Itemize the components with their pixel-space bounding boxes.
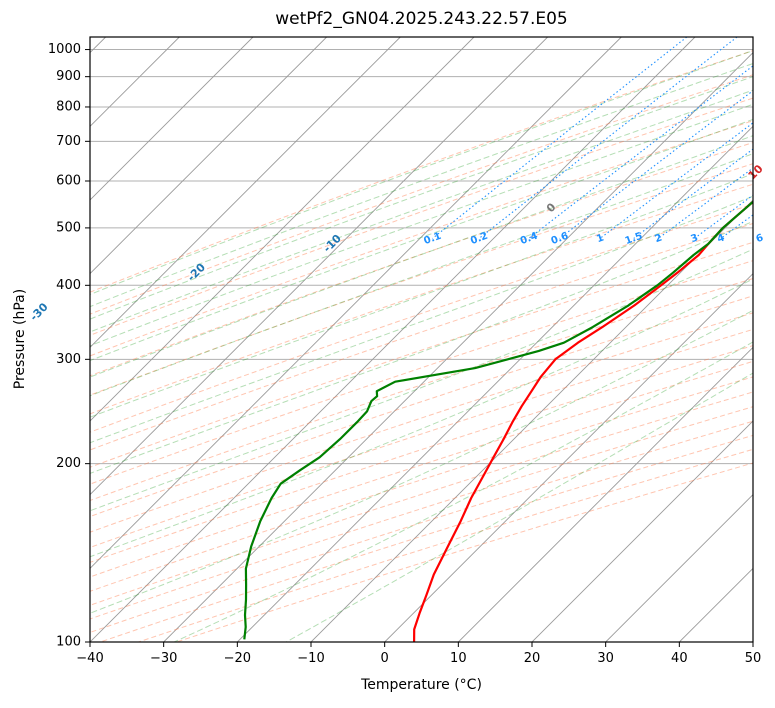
mixing-ratio-label: 1.5 xyxy=(624,231,644,247)
dry-adiabat-label: -20 xyxy=(185,261,208,284)
moist-adiabat-line xyxy=(90,50,753,296)
dry-adiabat-line xyxy=(90,376,753,592)
mixing-ratio-line xyxy=(559,90,753,239)
isotherm-line xyxy=(90,37,401,348)
isotherm-line xyxy=(384,273,753,642)
y-axis-label: Pressure (hPa) xyxy=(12,288,28,390)
dry-adiabat-line xyxy=(90,406,753,620)
mixing-ratio-line xyxy=(658,167,753,239)
dry-adiabat-line xyxy=(90,295,753,518)
dry-adiabat-line xyxy=(100,434,753,642)
x-tick-label: 10 xyxy=(450,651,467,666)
mixing-ratio-label: 0.2 xyxy=(469,231,489,247)
moist-adiabat-label: 10 xyxy=(746,162,766,182)
x-tick-label: 20 xyxy=(524,651,541,666)
dry-adiabat-line xyxy=(90,141,753,377)
mixing-ratio-label: 6 xyxy=(755,233,765,246)
isotherm-line xyxy=(90,37,622,569)
dry-adiabat-label: -30 xyxy=(27,300,50,323)
x-tick-label: 40 xyxy=(671,651,688,666)
isotherm-line xyxy=(752,641,753,642)
dry-adiabat-line xyxy=(90,260,753,485)
mixing-ratio-line xyxy=(720,214,753,239)
isotherm-line xyxy=(679,567,753,642)
dry-adiabat-line xyxy=(90,360,753,578)
isotherm-line xyxy=(237,125,753,642)
y-tick-label: 500 xyxy=(56,220,81,235)
isotherm-line xyxy=(90,37,327,275)
mixing-ratio-line xyxy=(432,37,688,239)
mixing-ratio-line xyxy=(478,37,738,239)
moist-adiabat-line xyxy=(90,153,753,397)
moist-adiabat-line xyxy=(90,173,753,418)
dry-adiabat-line xyxy=(90,97,753,336)
moist-adiabat-line xyxy=(90,220,753,474)
mixing-ratio-line xyxy=(760,37,775,238)
y-tick-label: 900 xyxy=(56,69,81,84)
isotherm-line xyxy=(310,199,753,642)
isotherm-line xyxy=(90,37,254,201)
mixing-ratio-label: 3 xyxy=(689,232,699,245)
y-tick-label: 600 xyxy=(56,173,81,188)
dry-adiabat-line xyxy=(90,50,753,293)
plot-area xyxy=(90,37,775,642)
dry-adiabat-line xyxy=(90,203,753,433)
y-tick-label: 300 xyxy=(56,352,81,367)
isotherm-line xyxy=(458,346,753,642)
dry-adiabat-line xyxy=(90,120,753,357)
moist-adiabat-line xyxy=(90,103,753,347)
mixing-ratio-line xyxy=(599,122,753,239)
x-tick-label: −10 xyxy=(297,651,324,666)
isotherm-line xyxy=(605,494,753,642)
moist-adiabat-line xyxy=(90,309,753,614)
isotherm-line xyxy=(163,52,753,642)
moist-adiabat-line xyxy=(90,118,753,362)
isotherm-line xyxy=(531,420,753,642)
dry-adiabat-line xyxy=(90,328,753,548)
x-tick-label: 0 xyxy=(381,651,389,666)
mixing-ratio-label: 2 xyxy=(653,233,663,246)
mixing-ratio-label: 0.4 xyxy=(519,231,539,247)
dry-adiabat-line xyxy=(90,391,753,606)
moist-adiabat-line xyxy=(90,195,753,444)
isotherm-line xyxy=(90,37,696,642)
x-tick-label: −20 xyxy=(224,651,251,666)
x-tick-label: 30 xyxy=(597,651,614,666)
x-tick-label: 50 xyxy=(745,651,762,666)
dry-adiabat-line xyxy=(90,74,753,315)
moist-adiabat-line xyxy=(90,89,753,333)
moist-adiabat-line xyxy=(90,135,753,378)
moist-adiabat-line xyxy=(90,76,753,320)
temperature-profile xyxy=(413,200,753,642)
axes-frame xyxy=(89,36,754,643)
x-axis-label: Temperature (°C) xyxy=(361,677,482,693)
x-tick-label: −30 xyxy=(150,651,177,666)
moist-adiabat-line xyxy=(90,248,753,512)
y-tick-label: 1000 xyxy=(48,42,81,57)
isotherm-line xyxy=(90,37,475,422)
dry-adiabat-line xyxy=(90,163,753,396)
dry-adiabat-line xyxy=(90,222,753,451)
isotherm-line xyxy=(90,37,548,496)
mixing-ratio-label: 1 xyxy=(595,233,605,246)
dewpoint-profile xyxy=(243,200,753,640)
x-tick-label: −40 xyxy=(76,651,103,666)
moist-adiabat-line xyxy=(90,63,753,308)
chart-title: wetPf2_GN04.2025.243.22.57.E05 xyxy=(275,9,568,29)
y-tick-label: 100 xyxy=(56,635,81,650)
dry-adiabat-line xyxy=(90,312,753,533)
y-tick-label: 400 xyxy=(56,278,81,293)
moist-adiabat-line xyxy=(90,278,753,558)
dry-adiabat-line xyxy=(90,278,753,502)
y-tick-label: 200 xyxy=(56,456,81,471)
dry-adiabat-line xyxy=(90,183,753,415)
y-tick-label: 700 xyxy=(56,134,81,149)
y-tick-label: 800 xyxy=(56,99,81,114)
moist-adiabat-line xyxy=(173,341,753,642)
mixing-ratio-label: 4 xyxy=(716,233,726,246)
dry-adiabat-line xyxy=(90,345,753,563)
dry-adiabat-line xyxy=(90,241,753,468)
